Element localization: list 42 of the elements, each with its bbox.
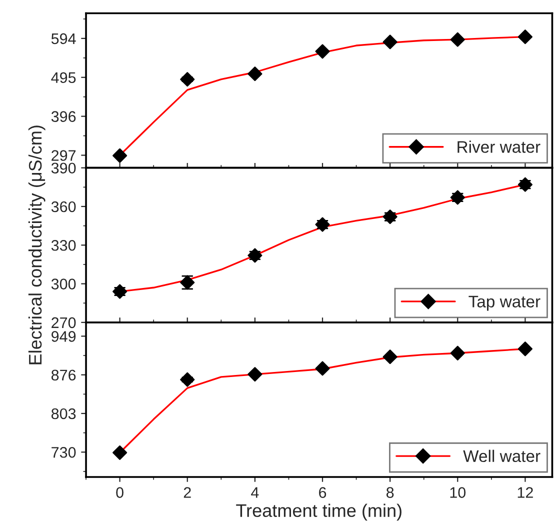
x-axis-title: Treatment time (min) bbox=[236, 504, 402, 521]
point bbox=[112, 445, 128, 460]
point bbox=[315, 361, 330, 376]
y-tick-label: 270 bbox=[52, 317, 76, 328]
point bbox=[518, 30, 532, 44]
y-tick-label: 390 bbox=[51, 162, 76, 174]
y-tick-label: 495 bbox=[51, 72, 76, 84]
y-tick-label: 396 bbox=[51, 111, 76, 122]
point bbox=[450, 32, 465, 47]
y-tick-label: 730 bbox=[52, 446, 76, 458]
y-axis-title: Electrical conductivity (μS/cm) bbox=[28, 126, 46, 364]
y-tick-label: 594 bbox=[51, 33, 76, 44]
x-tick-label: 12 bbox=[518, 487, 533, 498]
x-tick-label: 6 bbox=[319, 487, 326, 498]
y-tick-label: 297 bbox=[52, 150, 76, 161]
point bbox=[450, 346, 465, 360]
x-tick-label: 4 bbox=[251, 487, 259, 498]
y-tick-label: 360 bbox=[51, 201, 76, 212]
point bbox=[382, 34, 398, 50]
y-tick-label: 300 bbox=[51, 278, 76, 290]
x-tick-label: 2 bbox=[184, 487, 191, 498]
point bbox=[518, 177, 532, 192]
point bbox=[180, 72, 195, 87]
point bbox=[382, 210, 398, 224]
x-tick-label: 10 bbox=[450, 487, 466, 498]
y-tick-label: 949 bbox=[52, 331, 76, 342]
point bbox=[315, 44, 330, 59]
point bbox=[248, 66, 262, 82]
point bbox=[248, 367, 262, 382]
y-tick-label: 330 bbox=[51, 240, 76, 251]
point bbox=[382, 350, 398, 364]
point bbox=[180, 372, 195, 387]
point bbox=[518, 342, 532, 356]
point bbox=[248, 248, 262, 263]
y-tick-label: 803 bbox=[51, 408, 76, 420]
legend-label: River water bbox=[458, 140, 540, 153]
point bbox=[112, 148, 128, 163]
x-tick-label: 0 bbox=[116, 487, 124, 498]
legend-label: Well water bbox=[463, 450, 540, 462]
y-tick-label: 876 bbox=[51, 370, 76, 381]
legend-label: Tap water bbox=[468, 296, 540, 311]
x-tick-label: 8 bbox=[386, 487, 394, 498]
